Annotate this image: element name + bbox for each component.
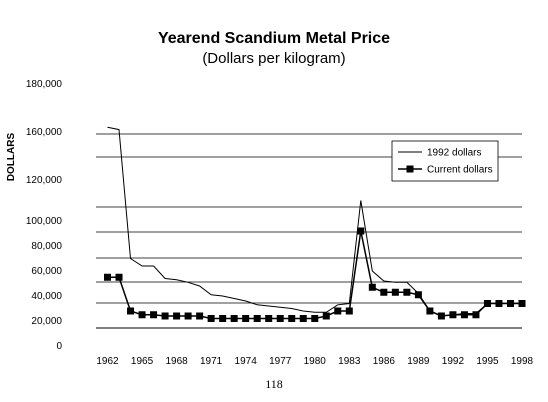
data-point-marker	[437, 312, 445, 320]
legend-label: 1992 dollars	[427, 148, 481, 159]
data-point-marker	[311, 315, 319, 322]
data-point-marker	[299, 315, 307, 322]
y-tick-label: 160,000	[26, 127, 63, 138]
data-point-marker	[104, 273, 112, 281]
data-point-marker	[380, 288, 388, 296]
y-tick-label: 40,000	[31, 291, 62, 302]
data-point-marker	[472, 311, 480, 319]
x-tick-label: 1962	[96, 356, 119, 367]
y-tick-label: 120,000	[26, 175, 63, 186]
data-point-marker	[357, 227, 365, 235]
chart-title: Yearend Scandium Metal Price	[157, 30, 391, 47]
data-point-marker	[334, 307, 342, 315]
data-point-marker	[150, 311, 158, 319]
data-point-marker	[288, 315, 296, 322]
y-tick-label: 60,000	[31, 266, 62, 277]
data-point-marker	[391, 288, 399, 296]
data-point-marker	[196, 312, 204, 320]
x-tick-label: 1986	[373, 356, 396, 367]
x-tick-label: 1974	[235, 356, 258, 367]
legend-marker	[406, 165, 414, 173]
x-tick-label: 1980	[304, 356, 327, 367]
page-number: 118	[265, 377, 283, 391]
data-point-marker	[449, 311, 457, 319]
y-axis-label: DOLLARS	[6, 133, 17, 182]
x-tick-label: 1971	[200, 356, 223, 367]
data-point-marker	[219, 315, 227, 322]
data-point-marker	[368, 283, 376, 291]
data-point-marker	[460, 311, 468, 319]
y-tick-labels: 0 20,000 40,000 60,000 80,000 100,000 120,000 1…	[26, 79, 63, 352]
x-tick-label: 1977	[269, 356, 292, 367]
data-point-marker	[483, 300, 491, 307]
y-tick-label: 20,000	[31, 316, 62, 327]
data-point-marker	[138, 311, 146, 319]
chart-subtitle: (Dollars per kilogram)	[202, 50, 346, 67]
data-point-marker	[322, 312, 330, 320]
x-tick-label: 1968	[165, 356, 188, 367]
data-point-marker	[242, 315, 250, 322]
data-point-marker	[230, 315, 238, 322]
y-tick-label: 180,000	[26, 79, 63, 90]
y-tick-label: 0	[56, 341, 62, 352]
data-point-marker	[414, 291, 422, 299]
y-tick-label: 80,000	[31, 241, 62, 252]
x-tick-label: 1995	[476, 356, 499, 367]
data-point-marker	[276, 315, 284, 322]
data-point-marker	[426, 307, 434, 315]
data-point-marker	[173, 312, 181, 320]
data-point-marker	[127, 307, 135, 315]
x-tick-label: 1989	[407, 356, 430, 367]
data-point-marker	[184, 312, 192, 320]
data-point-marker	[518, 300, 526, 307]
data-point-marker	[506, 300, 514, 307]
series-markers	[104, 227, 526, 322]
data-point-marker	[161, 312, 169, 320]
legend: 1992 dollars Current dollars	[391, 140, 499, 182]
legend-label: Current dollars	[427, 165, 493, 176]
data-point-marker	[207, 315, 215, 322]
x-tick-label: 1992	[442, 356, 465, 367]
data-point-marker	[345, 307, 353, 315]
x-tick-label: 1998	[511, 356, 534, 367]
x-tick-labels: 1962 1965 1968 1971 1974 1977 1980 1983 1986 1989…	[96, 356, 533, 367]
series-line-current-dollars	[107, 230, 522, 320]
legend-box	[391, 140, 499, 182]
data-point-marker	[403, 288, 411, 296]
data-point-marker	[115, 273, 123, 281]
data-point-marker	[253, 315, 261, 322]
data-point-marker	[265, 315, 273, 322]
data-point-marker	[495, 300, 503, 307]
x-tick-label: 1965	[131, 356, 154, 367]
x-tick-label: 1983	[338, 356, 361, 367]
y-tick-label: 100,000	[26, 216, 63, 227]
